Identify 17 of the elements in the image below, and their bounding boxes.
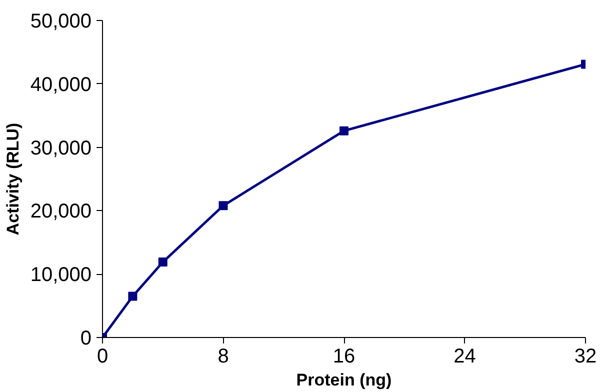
y-tick-label: 10,000 xyxy=(30,264,92,286)
x-tick-label: 0 xyxy=(96,346,108,368)
x-axis-title: Protein (ng) xyxy=(296,370,392,390)
x-tick-label: 24 xyxy=(454,346,476,368)
x-tick-label: 8 xyxy=(218,346,229,368)
point xyxy=(128,292,138,301)
x-tick-label: 16 xyxy=(332,346,356,368)
y-axis-title: Activity (RLU) xyxy=(3,122,22,236)
y-tick-label: 0 xyxy=(80,328,92,350)
point xyxy=(158,258,168,267)
point xyxy=(340,126,348,136)
y-tick-label: 40,000 xyxy=(30,74,92,96)
point xyxy=(218,201,228,210)
y-tick-label: 30,000 xyxy=(30,137,92,160)
y-tick-label: 20,000 xyxy=(30,200,92,223)
x-tick-label: 32 xyxy=(574,346,597,368)
y-tick-label: 50,000 xyxy=(30,10,92,32)
